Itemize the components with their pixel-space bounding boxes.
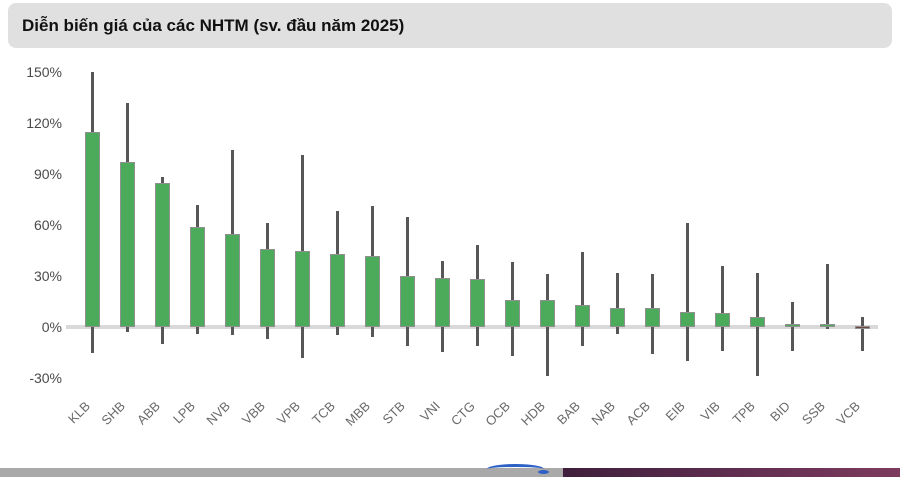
y-axis-tick-label: 0% [41, 319, 62, 335]
bar-BID [784, 323, 800, 327]
bar-VBB [259, 248, 275, 327]
y-axis-tick-label: 150% [26, 64, 62, 80]
bar-CTG [469, 279, 485, 327]
bar-NAB [609, 308, 625, 327]
range-whisker-VCB [860, 316, 864, 351]
bar-KLB [84, 131, 100, 327]
bar-SHB [119, 162, 135, 327]
logo-dot-icon [538, 470, 549, 474]
bar-LPB [189, 226, 205, 327]
bar-HDB [539, 299, 555, 327]
y-axis-tick-label: 30% [33, 268, 62, 284]
range-whisker-BAB [580, 252, 584, 346]
bar-TCB [329, 253, 345, 327]
logo-swoosh-icon [487, 464, 544, 474]
bar-NVB [224, 233, 240, 327]
bar-EIB [679, 311, 695, 327]
footer-maroon-bar [563, 468, 900, 477]
range-whisker-SSB [825, 264, 829, 329]
y-axis-tick-label: 60% [33, 217, 62, 233]
chart-title: Diễn biến giá của các NHTM (sv. đầu năm … [22, 15, 405, 35]
bar-TPB [749, 316, 765, 327]
bar-VPB [294, 250, 310, 327]
bar-VNI [434, 277, 450, 327]
range-whisker-VIB [720, 265, 724, 351]
footer-gray-strip [0, 468, 563, 477]
bar-ABB [154, 182, 170, 327]
bar-BAB [574, 304, 590, 327]
y-axis-tick-label: 90% [33, 166, 62, 182]
y-axis-tick-label: -30% [29, 370, 62, 386]
range-whisker-NAB [615, 272, 619, 334]
bar-STB [399, 276, 415, 327]
bar-MBB [364, 255, 380, 327]
range-whisker-EIB [685, 223, 689, 361]
bar-VCB [854, 326, 870, 329]
bar-VIB [714, 313, 730, 327]
zero-gridline [66, 325, 878, 329]
chart-title-bar: Diễn biến giá của các NHTM (sv. đầu năm … [8, 3, 892, 48]
bar-OCB [504, 299, 520, 327]
y-axis-tick-label: 120% [26, 115, 62, 131]
bar-SSB [819, 324, 835, 327]
bar-ACB [644, 308, 660, 327]
